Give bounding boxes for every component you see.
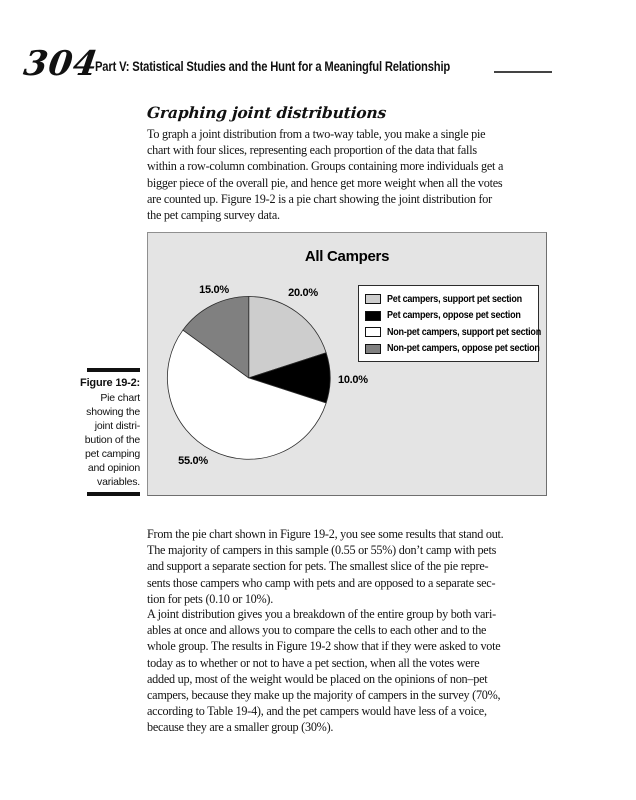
legend-swatch xyxy=(365,343,381,354)
paragraph-discussion: A joint distribution gives you a breakdo… xyxy=(147,607,501,735)
paragraph-results: From the pie chart shown in Figure 19-2,… xyxy=(147,527,504,606)
legend-label: Non-pet campers, oppose pet section xyxy=(387,343,540,355)
caption-rule-top xyxy=(87,368,140,372)
legend-item: Non-pet campers, support pet section xyxy=(365,324,541,341)
pie-slice xyxy=(248,296,327,379)
running-head: Part V: Statistical Studies and the Hunt… xyxy=(95,59,451,74)
caption-rule-bottom xyxy=(87,492,140,496)
legend-swatch xyxy=(365,310,381,321)
paragraph-intro: To graph a joint distribution from a two… xyxy=(147,127,504,223)
section-heading: Graphing joint distributions xyxy=(146,103,387,122)
chart-legend: Pet campers, support pet section Pet camp… xyxy=(358,285,541,362)
caption-text: Pie chart showing the joint distri- buti… xyxy=(84,392,140,488)
chart-title: All Campers xyxy=(304,248,390,265)
page-number: 304 xyxy=(21,44,101,84)
legend-item: Non-pet campers, oppose pet section xyxy=(365,341,540,358)
pie-slice-value-label: 10.0% xyxy=(338,374,368,386)
figure-caption: Figure 19-2: Pie chart showing the joint… xyxy=(38,368,140,496)
pie-chart-svg xyxy=(166,296,331,460)
pie-slice xyxy=(166,329,327,460)
running-head-rule xyxy=(494,71,552,73)
caption-label: Figure 19-2: xyxy=(80,377,140,389)
legend-label: Pet campers, oppose pet section xyxy=(387,310,521,322)
pie-slice xyxy=(182,296,250,379)
legend-label: Non-pet campers, support pet section xyxy=(387,326,541,338)
legend-label: Pet campers, support pet section xyxy=(387,293,522,305)
legend-item: Pet campers, oppose pet section xyxy=(365,308,534,325)
pie-slice-value-label: 55.0% xyxy=(178,455,208,467)
legend-swatch xyxy=(365,327,381,338)
pie-slice-value-label: 15.0% xyxy=(199,284,229,296)
figure-19-2-panel: All Campers 20.0% 10.0% 55.0% 15.0% Pet cam… xyxy=(147,232,547,496)
legend-swatch xyxy=(365,294,381,305)
legend-item: Pet campers, support pet section xyxy=(365,291,534,308)
pie-slice-value-label: 20.0% xyxy=(288,287,318,299)
